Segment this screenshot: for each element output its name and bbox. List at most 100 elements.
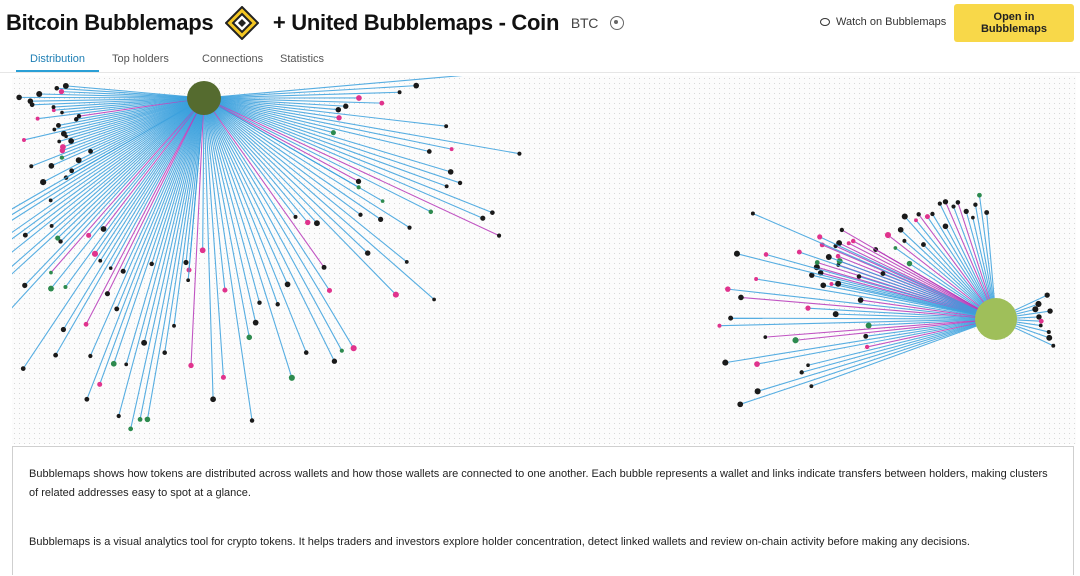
wallet-node[interactable] [809, 384, 814, 389]
wallet-node[interactable] [796, 249, 802, 255]
wallet-node[interactable] [380, 199, 385, 203]
tab-distribution[interactable]: Distribution [16, 48, 100, 72]
wallet-node[interactable] [971, 215, 975, 220]
tab-statistics[interactable]: Statistics [280, 53, 325, 65]
wallet-node[interactable] [820, 282, 827, 289]
wallet-node[interactable] [738, 294, 744, 301]
wallet-node[interactable] [893, 246, 898, 250]
wallet-node[interactable] [897, 226, 904, 233]
wallet-node[interactable] [447, 169, 454, 175]
wallet-node[interactable] [955, 200, 961, 205]
wallet-node[interactable] [199, 247, 206, 254]
wallet-node[interactable] [835, 253, 841, 259]
wallet-node[interactable] [48, 163, 55, 169]
wallet-node[interactable] [149, 261, 154, 267]
wallet-node[interactable] [22, 137, 26, 142]
wallet-node[interactable] [186, 278, 190, 283]
wallet-node[interactable] [444, 184, 449, 189]
wallet-node[interactable] [1038, 318, 1044, 324]
wallet-node[interactable] [220, 374, 226, 380]
wallet-node[interactable] [58, 88, 65, 95]
hub-bubble-2[interactable] [975, 298, 1017, 340]
wallet-node[interactable] [428, 209, 434, 215]
wallet-node[interactable] [916, 212, 921, 217]
wallet-node[interactable] [88, 148, 93, 154]
wallet-node[interactable] [75, 157, 82, 164]
wallet-node[interactable] [937, 201, 942, 206]
wallet-node[interactable] [120, 268, 126, 274]
wallet-node[interactable] [378, 216, 384, 222]
wallet-node[interactable] [40, 179, 47, 186]
watch-link[interactable]: Watch on Bubblemaps [820, 16, 946, 28]
wallet-node[interactable] [108, 266, 113, 270]
wallet-node[interactable] [22, 282, 28, 289]
wallet-node[interactable] [722, 359, 729, 366]
wallet-node[interactable] [1032, 306, 1039, 313]
wallet-node[interactable] [942, 223, 949, 230]
wallet-node[interactable] [825, 254, 832, 260]
wallet-node[interactable] [392, 291, 399, 298]
wallet-node[interactable] [288, 374, 295, 381]
wallet-node[interactable] [62, 82, 69, 89]
wallet-node[interactable] [51, 108, 56, 113]
wallet-node[interactable] [829, 282, 834, 286]
wallet-node[interactable] [104, 291, 111, 297]
wallet-node[interactable] [984, 210, 990, 215]
wallet-node[interactable] [737, 401, 744, 408]
wallet-node[interactable] [750, 211, 755, 216]
wallet-node[interactable] [977, 192, 982, 198]
wallet-node[interactable] [806, 363, 810, 368]
wallet-node[interactable] [404, 260, 409, 264]
wallet-node[interactable] [379, 100, 385, 106]
wallet-node[interactable] [517, 151, 522, 156]
wallet-node[interactable] [856, 274, 862, 279]
wallet-node[interactable] [884, 231, 892, 239]
wallet-node[interactable] [717, 323, 722, 328]
wallet-node[interactable] [20, 366, 26, 371]
wallet-node[interactable] [114, 306, 120, 312]
wallet-node[interactable] [817, 234, 823, 240]
wallet-node[interactable] [188, 362, 194, 369]
wallet-node[interactable] [1038, 323, 1043, 328]
wallet-node[interactable] [326, 287, 333, 294]
wallet-node[interactable] [293, 214, 298, 219]
wallet-node[interactable] [16, 94, 22, 101]
wallet-node[interactable] [449, 147, 454, 152]
wallet-node[interactable] [330, 130, 336, 136]
wallet-node[interactable] [35, 116, 40, 121]
wallet-node[interactable] [963, 208, 969, 214]
wallet-node[interactable] [60, 326, 67, 333]
wallet-node[interactable] [60, 130, 67, 137]
wallet-node[interactable] [864, 344, 870, 350]
wallet-node[interactable] [480, 215, 486, 221]
wallet-node[interactable] [339, 348, 344, 353]
wallet-node[interactable] [863, 333, 869, 339]
wallet-node[interactable] [839, 227, 844, 233]
wallet-node[interactable] [172, 323, 176, 328]
wallet-node[interactable] [249, 418, 255, 423]
wallet-node[interactable] [73, 117, 79, 122]
wallet-node[interactable] [426, 149, 432, 154]
wallet-node[interactable] [68, 138, 74, 144]
wallet-node[interactable] [335, 106, 342, 113]
wallet-node[interactable] [57, 139, 62, 144]
wallet-node[interactable] [356, 185, 361, 190]
wallet-node[interactable] [733, 250, 740, 257]
wallet-node[interactable] [1051, 343, 1056, 348]
wallet-node[interactable] [792, 337, 799, 344]
wallet-node[interactable] [496, 233, 502, 238]
wallet-node[interactable] [86, 232, 92, 238]
wallet-node[interactable] [210, 396, 216, 403]
wallet-node[interactable] [305, 219, 311, 226]
wallet-node[interactable] [444, 124, 449, 129]
wallet-node[interactable] [432, 297, 436, 302]
wallet-node[interactable] [76, 114, 82, 119]
wallet-node[interactable] [728, 315, 734, 321]
wallet-node[interactable] [407, 225, 412, 230]
wallet-node[interactable] [252, 319, 259, 326]
wallet-node[interactable] [857, 297, 864, 303]
wallet-node[interactable] [763, 252, 769, 257]
wallet-node[interactable] [364, 250, 371, 256]
wallet-node[interactable] [1036, 314, 1042, 320]
wallet-node[interactable] [846, 241, 851, 246]
